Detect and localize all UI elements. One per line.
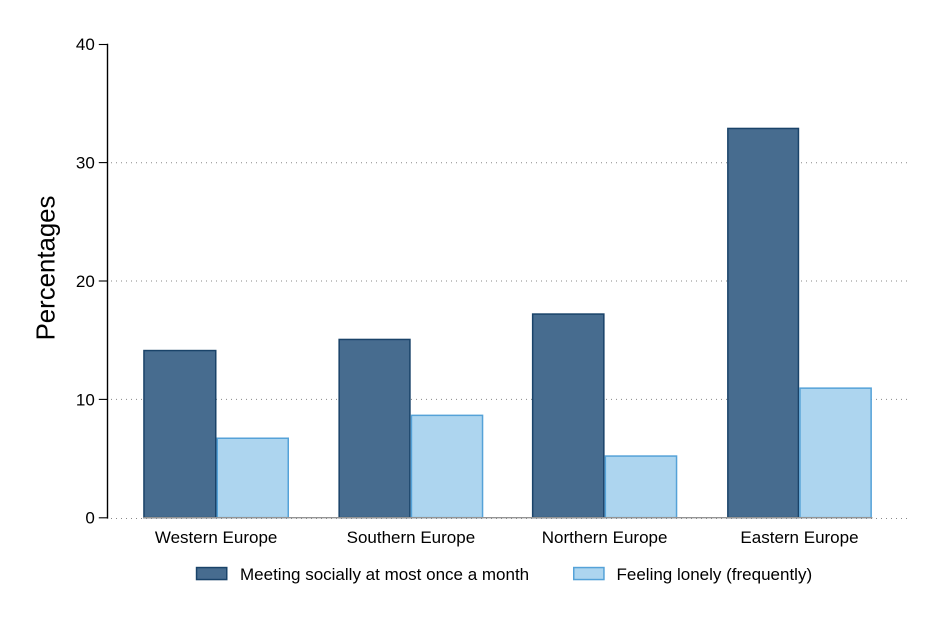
svg-text:10: 10 — [76, 390, 95, 409]
svg-text:Meeting socially at most once: Meeting socially at most once a month — [240, 565, 529, 584]
svg-text:Southern Europe: Southern Europe — [347, 528, 476, 547]
svg-text:Percentages: Percentages — [33, 196, 61, 341]
svg-text:Eastern Europe: Eastern Europe — [740, 528, 858, 547]
svg-text:20: 20 — [76, 272, 95, 291]
svg-text:0: 0 — [85, 509, 94, 528]
svg-text:Feeling lonely (frequently): Feeling lonely (frequently) — [617, 565, 813, 584]
svg-text:40: 40 — [76, 35, 95, 54]
svg-text:Western Europe: Western Europe — [155, 528, 278, 547]
svg-text:30: 30 — [76, 154, 95, 173]
svg-text:Northern Europe: Northern Europe — [542, 528, 668, 547]
